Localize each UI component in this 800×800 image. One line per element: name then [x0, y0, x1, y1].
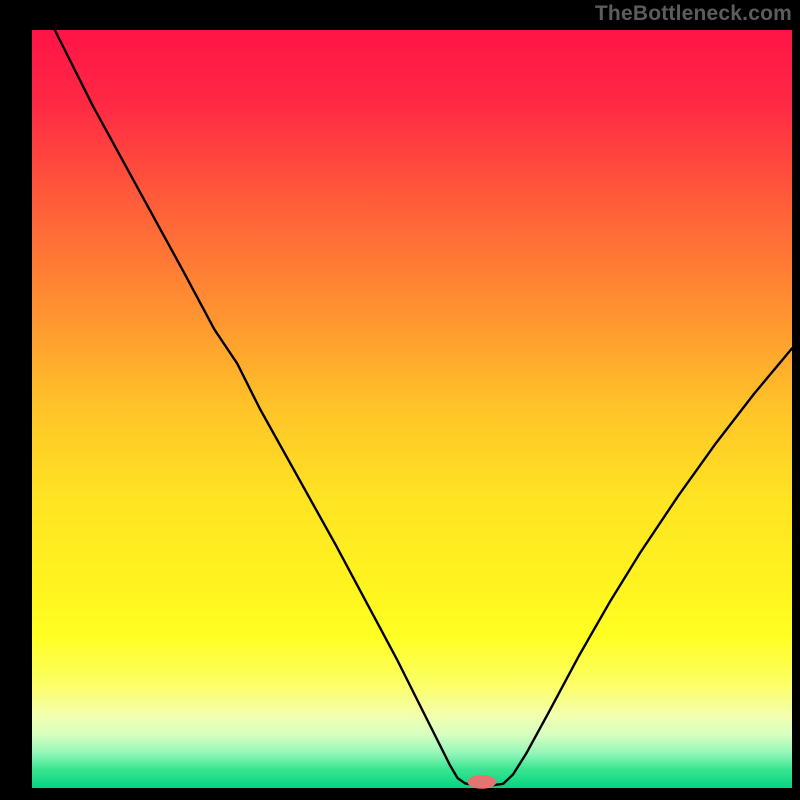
bottleneck-chart — [0, 0, 800, 800]
plot-background — [32, 30, 792, 788]
watermark-text: TheBottleneck.com — [595, 2, 792, 26]
optimal-point-marker — [467, 775, 496, 789]
